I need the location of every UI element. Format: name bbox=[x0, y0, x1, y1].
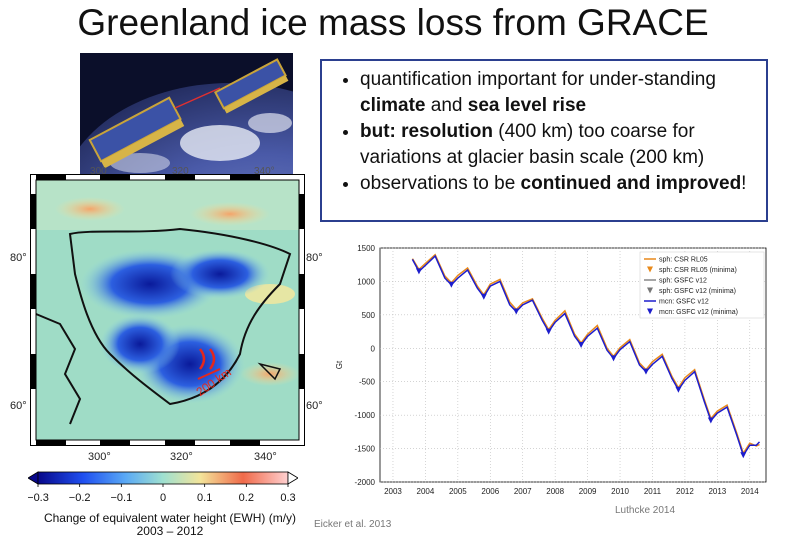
gt-timeseries-chart: 1500 1000 500 0 -500 -1000 -1500 -2000 2003 2004 2… bbox=[335, 244, 767, 496]
slide-title: Greenland ice mass loss from GRACE bbox=[77, 2, 709, 43]
y-tick-label: 1500 bbox=[357, 244, 375, 253]
x-tick-label: 2003 bbox=[384, 487, 402, 496]
legend-label: sph: GSFC v12 bbox=[659, 278, 707, 285]
minima-marker bbox=[642, 368, 649, 375]
bullet-text-bold: but: resolution bbox=[360, 121, 493, 142]
legend-label: sph: GSFC v12 (minima) bbox=[659, 288, 736, 295]
x-tick-label: 2014 bbox=[741, 487, 759, 496]
x-tick-label: 2004 bbox=[417, 487, 435, 496]
minima-marker bbox=[675, 386, 682, 393]
legend-label: sph: CSR RL05 bbox=[659, 257, 708, 264]
colorbar-tick-label: −0.2 bbox=[69, 492, 91, 504]
bullet-box: quantification important for under-stand… bbox=[320, 59, 768, 222]
legend-box bbox=[639, 251, 765, 319]
bullet-item: but: resolution (400 km) too coarse for … bbox=[360, 119, 756, 171]
legend-label: mcn: GSFC v12 (minima) bbox=[659, 309, 738, 316]
series-line-mcn bbox=[411, 254, 761, 457]
top-tick-320: 320 bbox=[172, 166, 189, 177]
colorbar-label: Change of equivalent water height (EWH) … bbox=[43, 511, 297, 525]
top-tick-300: 300 bbox=[90, 166, 107, 177]
minima-marker bbox=[578, 341, 585, 348]
legend-marker-swatch bbox=[647, 266, 653, 273]
credit-right: Luthcke 2014 bbox=[615, 505, 676, 516]
y-tick-label: -1000 bbox=[355, 411, 376, 420]
colorbar-period: 2003 – 2012 bbox=[136, 524, 204, 538]
legend-label: mcn: GSFC v12 bbox=[659, 299, 709, 306]
colorbar-tick-label: 0.3 bbox=[280, 492, 295, 504]
x-tick-label: 2012 bbox=[676, 487, 694, 496]
lon-tick-300: 300° bbox=[88, 451, 111, 463]
colorbar-tick-label: 0.2 bbox=[239, 492, 254, 504]
bullet-text-bold: climate bbox=[360, 95, 426, 116]
legend-label: sph: CSR RL05 (minima) bbox=[659, 267, 737, 274]
grace-satellite-illustration bbox=[80, 53, 293, 175]
lon-tick-340: 340° bbox=[254, 451, 277, 463]
minima-marker bbox=[513, 308, 520, 315]
minima-marker bbox=[740, 452, 747, 459]
colorbar-tick-label: −0.1 bbox=[110, 492, 132, 504]
bullet-item: quantification important for under-stand… bbox=[360, 67, 756, 119]
minima-marker bbox=[480, 293, 487, 300]
legend-marker-swatch bbox=[647, 308, 653, 315]
lat-tick-left-80: 80° bbox=[10, 252, 27, 264]
bullet-text: ! bbox=[741, 173, 747, 194]
bullet-text: and bbox=[425, 95, 468, 116]
colorbar: −0.3 −0.2 −0.1 0 0.1 0.2 0.3 bbox=[28, 471, 298, 504]
bullet-text: (400 km) too coarse for variations at gl… bbox=[360, 121, 705, 168]
legend-marker-swatch bbox=[647, 287, 653, 294]
minima-marker bbox=[448, 281, 455, 288]
x-tick-label: 2010 bbox=[611, 487, 629, 496]
y-tick-label: -2000 bbox=[355, 478, 376, 487]
bullet-text-bold: continued and improved bbox=[520, 173, 742, 194]
x-tick-label: 2009 bbox=[579, 487, 597, 496]
colorbar-caption: Change of equivalent water height (EWH) … bbox=[20, 512, 320, 538]
y-tick-label: 1000 bbox=[357, 277, 375, 286]
bullet-item: observations to be continued and improve… bbox=[360, 171, 756, 197]
minima-marker bbox=[610, 355, 617, 362]
minima-marker bbox=[707, 417, 714, 424]
x-tick-label: 2006 bbox=[481, 487, 499, 496]
minima-marker bbox=[545, 328, 552, 335]
minima-marker bbox=[415, 268, 422, 275]
y-tick-label: 0 bbox=[371, 344, 376, 353]
y-tick-label: -1500 bbox=[355, 445, 376, 454]
x-tick-label: 2008 bbox=[546, 487, 564, 496]
x-tick-label: 2007 bbox=[514, 487, 532, 496]
lat-tick-right-60: 60° bbox=[306, 400, 323, 412]
colorbar-tick-label: 0.1 bbox=[197, 492, 212, 504]
colorbar-tick-label: 0 bbox=[160, 492, 166, 504]
x-tick-label: 2011 bbox=[644, 487, 662, 496]
x-tick-label: 2013 bbox=[708, 487, 726, 496]
y-tick-label: 500 bbox=[362, 311, 376, 320]
credit-left: Eicker et al. 2013 bbox=[314, 519, 392, 530]
lat-tick-right-80: 80° bbox=[306, 252, 323, 264]
bullet-text: quantification important for under-stand… bbox=[360, 69, 716, 90]
x-tick-label: 2005 bbox=[449, 487, 467, 496]
bullet-text: observations to be bbox=[360, 173, 521, 194]
y-tick-label: -500 bbox=[359, 378, 376, 387]
colorbar-tick-label: −0.3 bbox=[28, 492, 49, 504]
greenland-ewh-map bbox=[30, 174, 305, 446]
bullet-text-bold: sea level rise bbox=[467, 95, 587, 116]
lat-tick-left-60: 60° bbox=[10, 400, 27, 412]
lon-tick-320: 320° bbox=[170, 451, 193, 463]
y-axis-label: Gt bbox=[335, 360, 344, 369]
top-tick-340: 340° bbox=[254, 166, 275, 177]
